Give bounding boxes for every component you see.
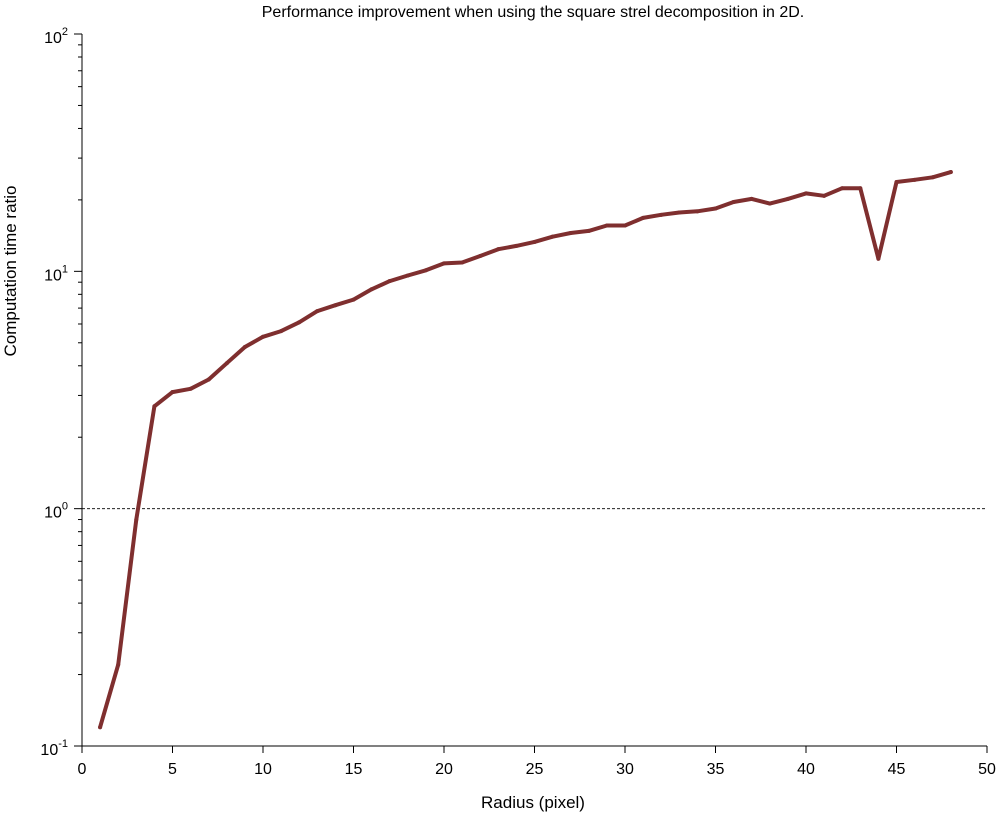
- x-tick-label: 5: [168, 761, 177, 778]
- x-tick-label: 45: [888, 761, 906, 778]
- data-point: [297, 320, 302, 325]
- data-point: [876, 256, 881, 261]
- data-point: [731, 199, 736, 204]
- data-point: [423, 268, 428, 273]
- x-tick-label: 20: [435, 761, 453, 778]
- data-point: [695, 209, 700, 214]
- data-point: [279, 329, 284, 334]
- data-point: [604, 223, 609, 228]
- y-tick-label: 100: [44, 501, 68, 522]
- data-point: [369, 287, 374, 292]
- y-axis-title: Computation time ratio: [1, 185, 20, 356]
- chart-title: Performance improvement when using the s…: [262, 4, 805, 21]
- data-point: [659, 212, 664, 217]
- data-point: [170, 390, 175, 395]
- y-tick-label: 101: [44, 263, 68, 284]
- x-tick-label: 35: [707, 761, 725, 778]
- series-line: [98, 170, 953, 730]
- data-point: [514, 243, 519, 248]
- y-tick-label: 10-1: [40, 738, 68, 759]
- x-tick-label: 30: [616, 761, 634, 778]
- x-tick-label: 50: [978, 761, 996, 778]
- data-point: [713, 206, 718, 211]
- x-tick-label: 15: [345, 761, 363, 778]
- data-point: [641, 215, 646, 220]
- data-point: [333, 303, 338, 308]
- data-point: [840, 186, 845, 191]
- data-point: [405, 273, 410, 278]
- axes: 0 5 10 15 20 25 30 35 40 45 50 10-1 100 101 102: [40, 26, 996, 778]
- data-point: [858, 186, 863, 191]
- data-point: [224, 361, 229, 366]
- data-point: [116, 662, 121, 667]
- data-point: [98, 725, 103, 730]
- data-point: [315, 309, 320, 314]
- x-tick-label: 0: [78, 761, 87, 778]
- data-point: [623, 223, 627, 228]
- y-tick-label: 102: [44, 26, 68, 47]
- data-point: [568, 231, 573, 236]
- data-point: [442, 261, 446, 266]
- data-point: [912, 177, 917, 182]
- data-point: [586, 228, 591, 233]
- data-point: [785, 196, 790, 201]
- data-point: [496, 247, 501, 252]
- data-point: [460, 260, 465, 265]
- plot-area: [82, 170, 987, 730]
- data-point: [152, 404, 157, 409]
- x-axis-title: Radius (pixel): [481, 793, 585, 812]
- data-point: [242, 344, 247, 349]
- data-point: [351, 297, 356, 302]
- data-point: [804, 191, 808, 196]
- data-point: [261, 334, 265, 339]
- data-point: [822, 193, 827, 198]
- data-point: [478, 254, 483, 259]
- x-tick-label: 10: [254, 761, 272, 778]
- x-tick-label: 40: [797, 761, 815, 778]
- x-tick-label: 25: [526, 761, 544, 778]
- data-point: [134, 517, 139, 522]
- data-point: [894, 179, 899, 184]
- data-point: [767, 201, 772, 206]
- data-point: [930, 175, 935, 180]
- data-point: [188, 386, 193, 391]
- data-point: [532, 239, 537, 244]
- data-point: [749, 196, 754, 201]
- data-point: [206, 377, 211, 382]
- data-point: [550, 234, 555, 239]
- data-point: [948, 170, 953, 175]
- data-point: [677, 210, 682, 215]
- data-point: [387, 279, 392, 284]
